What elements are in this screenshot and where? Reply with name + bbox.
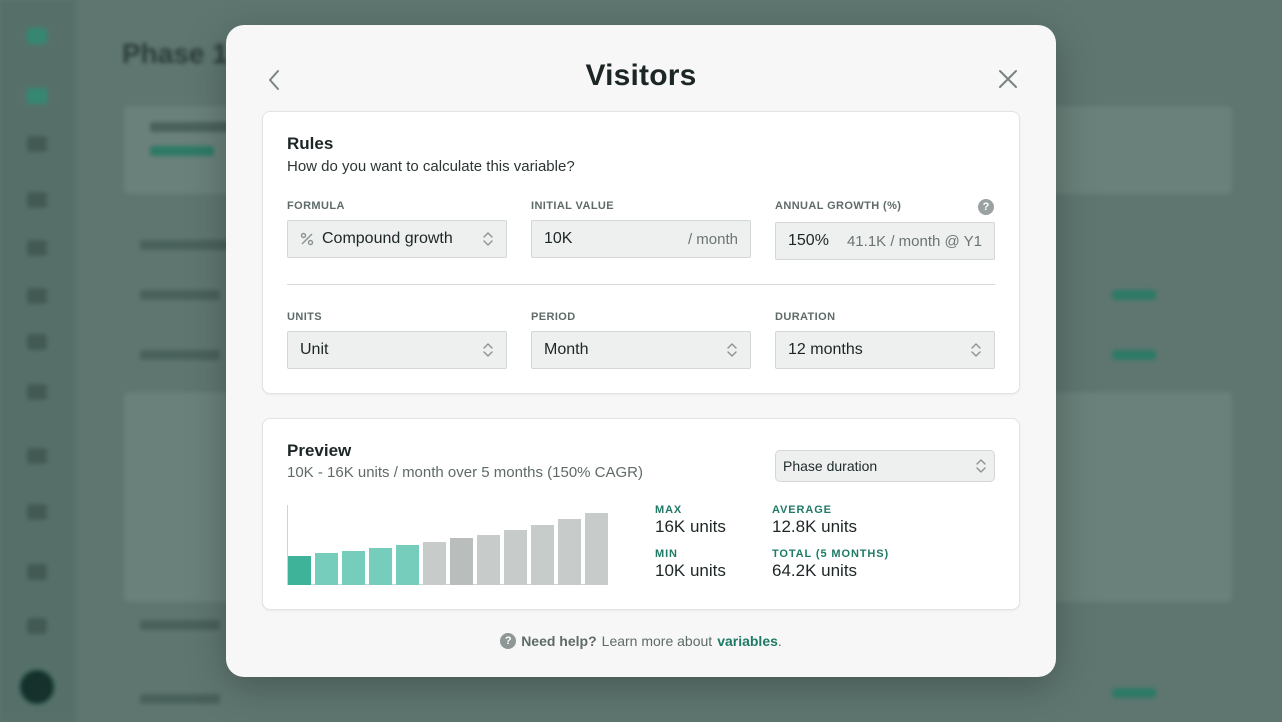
bg-text: [1112, 688, 1156, 698]
bg-sidebar: [0, 0, 76, 722]
chevron-updown-icon: [976, 459, 986, 473]
learn-more-text: Learn more about: [601, 633, 713, 649]
rules-heading: Rules: [287, 134, 334, 153]
period-label: PERIOD: [531, 311, 576, 323]
chart-y-axis: [287, 505, 288, 585]
percent-icon: [300, 232, 314, 246]
bg-text: [140, 620, 220, 630]
preview-bar-chart: [287, 505, 608, 585]
chart-x-axis: [287, 584, 607, 585]
bg-nav-icon: [27, 384, 47, 400]
bg-nav-icon: [27, 88, 47, 104]
period-select[interactable]: Month: [531, 331, 751, 369]
help-icon[interactable]: ?: [978, 199, 994, 215]
bg-text: [140, 240, 230, 250]
chart-bar: [423, 542, 446, 585]
preview-subtitle: 10K - 16K units / month over 5 months (1…: [287, 464, 643, 481]
stat-total-value: 64.2K units: [772, 561, 858, 580]
units-value: Unit: [300, 341, 329, 358]
chart-bar: [369, 548, 392, 585]
bg-nav-icon: [27, 334, 47, 350]
duration-label: DURATION: [775, 311, 836, 323]
bg-text: [140, 290, 220, 300]
duration-value: 12 months: [788, 341, 863, 358]
rules-subtitle: How do you want to calculate this variab…: [287, 158, 575, 175]
bg-text: [1112, 350, 1156, 360]
chart-bar: [477, 535, 500, 585]
bg-nav-icon: [27, 618, 47, 634]
bg-text: [140, 694, 220, 704]
duration-select[interactable]: 12 months: [775, 331, 995, 369]
bg-page-title: Phase 1: [122, 38, 228, 69]
bg-nav-icon: [27, 564, 47, 580]
preview-heading: Preview: [287, 441, 352, 460]
chevron-left-icon: [269, 70, 279, 90]
stat-total-label: TOTAL (5 MONTHS): [772, 548, 890, 560]
initial-value-text: 10K: [544, 230, 573, 247]
chevron-updown-icon: [727, 343, 737, 357]
chevron-updown-icon: [483, 343, 493, 357]
back-button[interactable]: [264, 65, 284, 95]
close-icon: [999, 70, 1017, 88]
bg-text: [1112, 290, 1156, 300]
initial-value-label: INITIAL VALUE: [531, 200, 615, 212]
initial-value-input[interactable]: 10K / month: [531, 220, 751, 258]
bg-nav-icon: [27, 448, 47, 464]
formula-label: FORMULA: [287, 200, 345, 212]
initial-value-suffix: / month: [687, 230, 738, 248]
bg-text: [140, 350, 220, 360]
chevron-updown-icon: [971, 343, 981, 357]
chart-bar: [288, 556, 311, 585]
chart-bar: [504, 530, 527, 585]
help-icon: ?: [500, 633, 517, 649]
footer-period: .: [777, 633, 782, 649]
bg-nav-icon: [27, 192, 47, 208]
bg-logo-icon: [27, 28, 47, 44]
need-help-text: Need help?: [521, 633, 597, 649]
annual-growth-input[interactable]: 150% 41.1K / month @ Y1: [775, 222, 995, 260]
chart-bar: [315, 553, 338, 585]
bg-text: [150, 122, 230, 132]
annual-growth-label: ANNUAL GROWTH (%): [775, 200, 902, 212]
stat-min-label: MIN: [655, 548, 678, 560]
bg-nav-icon: [27, 240, 47, 256]
help-footer: ? Need help? Learn more about variables.: [226, 633, 1056, 649]
stat-average-label: AVERAGE: [772, 504, 832, 516]
chart-bar: [531, 525, 554, 585]
rules-panel: Rules How do you want to calculate this …: [262, 111, 1020, 394]
preview-range-select[interactable]: Phase duration: [775, 450, 995, 482]
bg-avatar: [19, 669, 55, 705]
stat-max-label: MAX: [655, 504, 683, 516]
preview-range-value: Phase duration: [783, 458, 878, 474]
bg-nav-icon: [27, 504, 47, 520]
variables-link[interactable]: variables: [717, 633, 778, 649]
stat-average-value: 12.8K units: [772, 517, 858, 536]
chart-bar: [342, 551, 365, 585]
period-value: Month: [544, 341, 589, 358]
chart-bar: [450, 538, 473, 585]
bg-nav-icon: [27, 288, 47, 304]
chevron-updown-icon: [483, 232, 493, 246]
formula-select[interactable]: Compound growth: [287, 220, 507, 258]
chart-bar: [558, 519, 581, 585]
stat-max-value: 16K units: [655, 517, 726, 536]
preview-panel: Preview 10K - 16K units / month over 5 m…: [262, 418, 1020, 610]
annual-growth-value: 150%: [788, 232, 829, 249]
bg-text: [150, 146, 214, 156]
units-label: UNITS: [287, 311, 322, 323]
formula-value: Compound growth: [322, 230, 453, 247]
units-select[interactable]: Unit: [287, 331, 507, 369]
divider: [287, 284, 995, 285]
chart-bar: [396, 545, 419, 585]
chart-bar: [585, 513, 608, 585]
close-button[interactable]: [996, 67, 1020, 91]
annual-growth-hint: 41.1K / month @ Y1: [846, 232, 982, 250]
variable-modal: Visitors Rules How do you want to calcul…: [226, 25, 1056, 677]
bg-nav-icon: [27, 136, 47, 152]
stat-min-value: 10K units: [655, 561, 726, 580]
modal-title: Visitors: [585, 59, 697, 92]
